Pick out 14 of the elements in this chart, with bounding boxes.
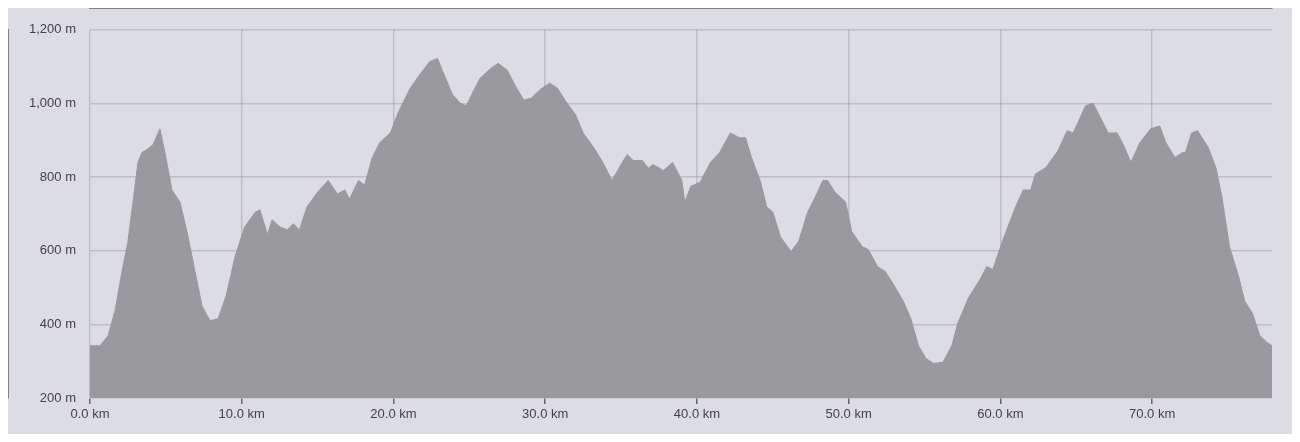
x-tick-label: 20.0 km (370, 406, 417, 422)
x-tick-label: 0.0 km (70, 406, 110, 422)
x-tick-label: 10.0 km (218, 406, 265, 422)
x-tick-label: 50.0 km (825, 406, 872, 422)
y-tick-label: 1,200 m (29, 21, 76, 37)
y-tick-label: 400 m (39, 315, 76, 331)
y-tick-label: 600 m (39, 242, 76, 258)
x-tick-label: 60.0 km (977, 406, 1024, 422)
x-tick-label: 40.0 km (673, 406, 721, 422)
x-tick-label: 30.0 km (522, 406, 569, 422)
x-tick-label: 70.0 km (1129, 406, 1176, 422)
y-tick-label: 800 m (39, 168, 76, 184)
y-tick-label: 1,000 m (29, 95, 76, 111)
y-tick-label: 200 m (39, 389, 76, 405)
